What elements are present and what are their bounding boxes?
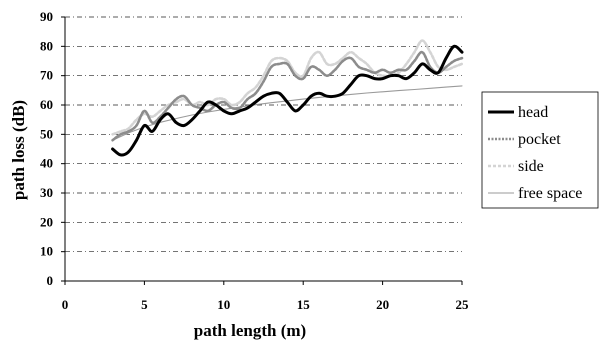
series-line-side [111, 39, 464, 136]
series-line-pocket [111, 50, 464, 142]
y-tick-label: 0 [47, 273, 54, 288]
series-line-head [111, 44, 464, 157]
y-tick-label: 40 [40, 156, 53, 171]
x-tick-label: 15 [297, 297, 311, 312]
series-lines [111, 39, 464, 157]
y-tick-label: 60 [40, 97, 53, 112]
x-axis-title: path length (m) [194, 321, 306, 340]
legend-label-free-space: free space [518, 185, 582, 202]
x-tick-label: 25 [456, 297, 470, 312]
y-axis-title: path loss (dB) [9, 100, 28, 200]
x-tick-label: 20 [376, 297, 389, 312]
y-tick-label: 80 [40, 38, 53, 53]
y-tick-label: 90 [40, 9, 53, 24]
legend-label-pocket: pocket [518, 131, 561, 148]
y-tick-label: 50 [40, 126, 53, 141]
x-tick-label: 0 [62, 297, 69, 312]
y-tick-label: 10 [40, 244, 53, 259]
y-tick-label: 30 [40, 185, 53, 200]
y-tick-label: 20 [40, 214, 53, 229]
y-tick-label: 70 [40, 68, 53, 83]
legend-label-side: side [518, 158, 544, 175]
tick-labels: 0 10 20 30 40 50 60 70 80 90 0 5 10 15 20 25 [40, 9, 469, 312]
legend-label-head: head [518, 104, 548, 121]
x-tick-label: 10 [217, 297, 230, 312]
legend: head pocket side free space [481, 91, 599, 209]
x-tick-label: 5 [141, 297, 148, 312]
